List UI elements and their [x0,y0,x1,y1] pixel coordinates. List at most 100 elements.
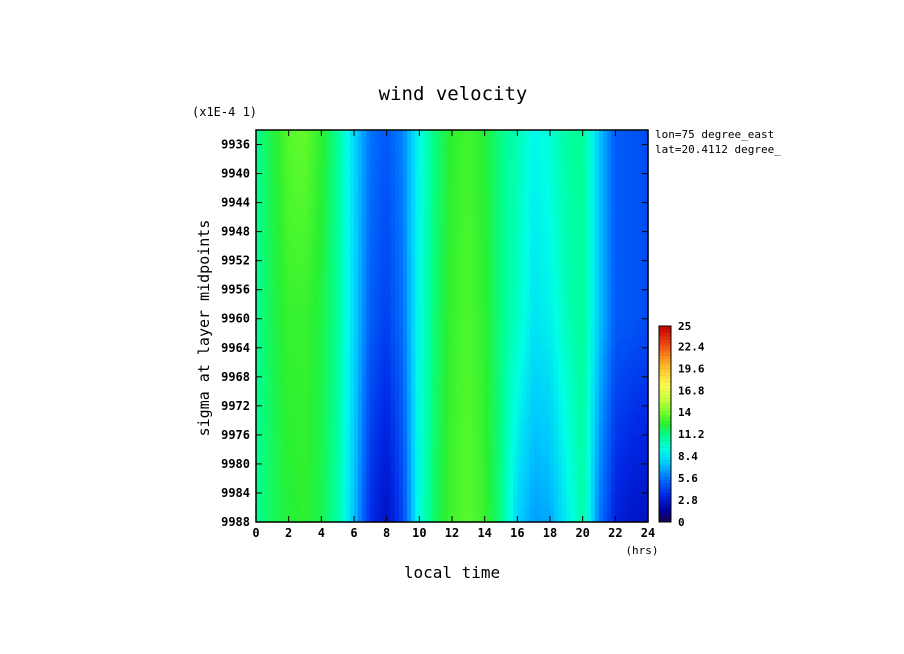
heatmap-cell [260,159,265,167]
heatmap-cell [480,144,486,153]
heatmap-cell [496,289,502,298]
heatmap-cell [631,224,637,233]
heatmap-cell [345,289,351,298]
heatmap-cell [558,471,563,480]
heatmap-cell [292,224,298,233]
heatmap-cell [594,275,600,284]
heatmap-cell [509,224,514,233]
heatmap-cell [378,304,384,313]
heatmap-cell [558,275,563,284]
heatmap-cell [623,180,629,189]
heatmap-cell [382,376,388,385]
heatmap-cell [260,449,265,458]
heatmap-cell [541,427,547,436]
heatmap-cell [631,442,637,451]
heatmap-cell [525,427,531,436]
heatmap-cell [517,151,523,160]
heatmap-cell [603,130,608,138]
heatmap-cell [456,195,461,204]
heatmap-cell [435,456,441,465]
heatmap-cell [398,159,404,167]
heatmap-cell [394,188,400,196]
heatmap-cell [627,318,633,327]
heatmap-cell [599,362,604,371]
heatmap-cell [603,318,608,327]
heatmap-cell [550,188,555,196]
heatmap-cell [256,282,261,291]
heatmap-cell [537,434,543,443]
heatmap-cell [284,434,290,443]
heatmap-cell [623,376,629,385]
heatmap-cell [570,224,576,233]
heatmap-cell [541,471,547,480]
heatmap-cell [300,427,306,436]
heatmap-cell [505,289,510,298]
heatmap-cell [574,384,580,392]
heatmap-cell [415,217,420,225]
heatmap-cell [619,238,625,247]
heatmap-cell [386,362,392,371]
heatmap-cell [435,296,441,305]
heatmap-cell [464,318,469,327]
heatmap-cell [435,340,441,349]
heatmap-cell [337,384,343,392]
heatmap-cell [276,362,282,371]
heatmap-cell [456,427,461,436]
heatmap-cell [525,478,531,487]
heatmap-cell [272,413,278,421]
heatmap-cell [643,347,649,356]
heatmap-cell [525,326,531,334]
heatmap-cell [550,340,555,349]
heatmap-cell [550,173,555,182]
heatmap-cell [611,151,616,160]
heatmap-cell [476,173,482,182]
heatmap-cell [533,318,539,327]
heatmap-cell [345,318,351,327]
heatmap-cell [264,296,269,305]
heatmap-cell [582,275,588,284]
heatmap-cell [643,253,649,262]
heatmap-cell [407,275,412,284]
heatmap-cell [313,224,318,233]
heatmap-cell [447,151,453,160]
heatmap-cell [627,238,633,247]
heatmap-cell [260,471,265,480]
heatmap-cell [256,267,261,276]
heatmap-cell [256,304,261,313]
heatmap-cell [313,405,318,414]
heatmap-cell [345,485,351,494]
heatmap-cell [382,260,388,269]
heatmap-cell [329,217,335,225]
heatmap-cell [509,318,514,327]
heatmap-cell [329,304,335,313]
heatmap-cell [537,492,543,501]
heatmap-cell [521,151,527,160]
heatmap-cell [447,137,453,146]
heatmap-cell [309,384,314,392]
heatmap-cell [505,376,510,385]
heatmap-cell [260,246,265,255]
heatmap-cell [268,231,273,240]
heatmap-cell [358,391,363,400]
heatmap-cell [300,260,306,269]
heatmap-cell [378,500,384,509]
heatmap-cell [382,166,388,175]
heatmap-cell [366,398,371,407]
heatmap-cell [431,289,437,298]
heatmap-cell [415,326,420,334]
heatmap-cell [317,384,322,392]
heatmap-cell [309,478,314,487]
heatmap-cell [574,376,580,385]
heatmap-cell [545,478,551,487]
heatmap-cell [329,231,335,240]
heatmap-cell [501,391,506,400]
heatmap-cell [296,188,302,196]
heatmap-cell [639,296,645,305]
heatmap-cell [599,275,604,284]
heatmap-cell [558,340,563,349]
heatmap-cell [484,202,490,211]
heatmap-cell [619,282,625,291]
heatmap-cell [590,260,596,269]
heatmap-cell [570,267,576,276]
heatmap-cell [354,478,359,487]
